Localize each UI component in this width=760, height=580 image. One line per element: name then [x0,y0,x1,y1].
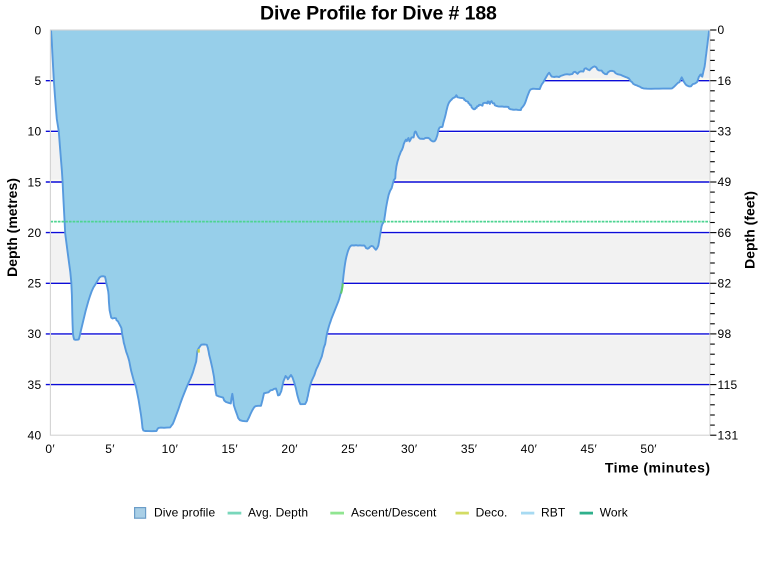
svg-text:5′: 5′ [105,442,115,456]
svg-text:40: 40 [28,429,42,443]
svg-text:10′: 10′ [162,442,179,456]
svg-text:131: 131 [718,428,739,442]
svg-text:35: 35 [28,378,42,392]
svg-text:16: 16 [718,74,732,88]
svg-text:Depth (metres): Depth (metres) [4,178,20,277]
svg-text:Dive profile: Dive profile [154,506,215,520]
svg-text:5: 5 [35,74,42,88]
svg-text:35′: 35′ [461,442,478,456]
svg-text:Work: Work [600,506,629,520]
svg-text:0: 0 [35,23,42,37]
svg-text:25′: 25′ [341,442,358,456]
svg-text:25: 25 [28,277,42,291]
svg-text:0: 0 [718,23,725,37]
svg-text:Depth (feet): Depth (feet) [742,191,758,269]
svg-text:15′: 15′ [221,442,238,456]
svg-text:20′: 20′ [281,442,298,456]
svg-text:20: 20 [28,226,42,240]
svg-text:30′: 30′ [401,442,418,456]
svg-text:Avg. Depth: Avg. Depth [248,506,308,520]
svg-text:Dive Profile for Dive # 188: Dive Profile for Dive # 188 [260,3,497,25]
svg-text:30: 30 [28,327,42,341]
svg-text:115: 115 [718,378,738,392]
svg-text:Ascent/Descent: Ascent/Descent [351,506,437,520]
svg-text:10: 10 [28,125,42,139]
svg-text:82: 82 [718,277,732,291]
svg-text:33: 33 [718,125,732,139]
svg-text:45′: 45′ [581,442,598,456]
svg-text:40′: 40′ [521,442,538,456]
svg-text:49: 49 [718,175,732,189]
svg-text:Deco.: Deco. [476,506,508,520]
svg-text:Time (minutes): Time (minutes) [605,459,711,475]
svg-text:98: 98 [718,327,732,341]
svg-text:50′: 50′ [640,442,657,456]
svg-text:0′: 0′ [45,442,55,456]
svg-text:15: 15 [28,175,42,189]
svg-text:66: 66 [718,226,732,240]
svg-text:RBT: RBT [541,506,566,520]
